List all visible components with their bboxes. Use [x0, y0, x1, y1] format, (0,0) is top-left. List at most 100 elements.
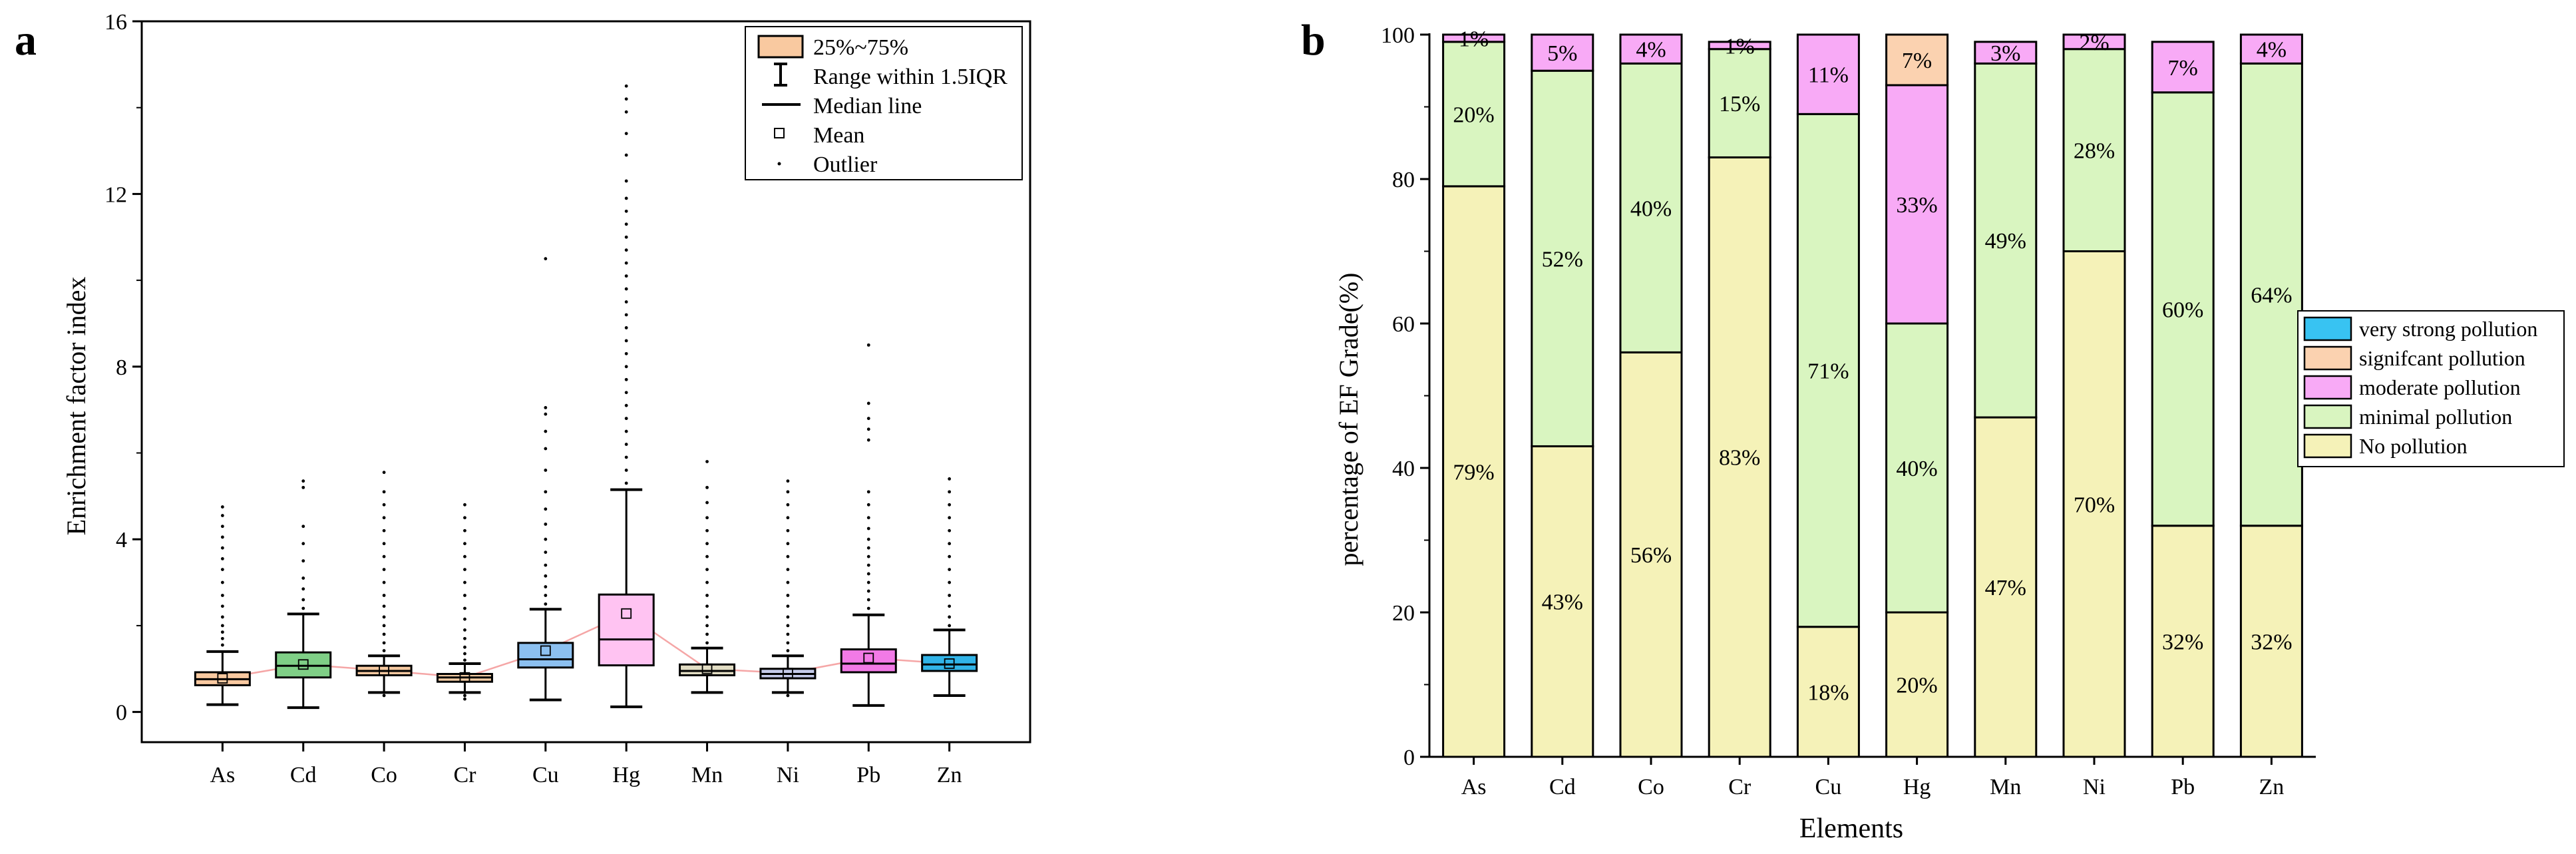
outlier-hg-26 [624, 110, 628, 114]
data-label-cu-no-pollution: 18% [1807, 680, 1849, 705]
y-axis-title-b: percentage of EF Grade(%) [1334, 273, 1364, 566]
outlier-co-3 [382, 632, 386, 636]
outlier-cu-4 [544, 563, 548, 567]
outlier-as-0 [220, 643, 224, 647]
x-tick-label-b-as: As [1461, 775, 1487, 799]
outlier-ni-1 [786, 649, 790, 652]
outlier-pb-3 [866, 580, 870, 584]
bar-segment-as-moderate-pollution [1442, 33, 1506, 43]
x-axis-a: As Cd Co Cr Cu Hg Mn Ni Pb Zn [210, 742, 962, 787]
outlier-hg-3 [624, 443, 628, 446]
outlier-hg-24 [624, 153, 628, 157]
x-tick-label-a-mn: Mn [691, 763, 723, 787]
outlier-pb-12 [866, 490, 870, 494]
legend-outlier-label: Outlier [813, 152, 878, 177]
outlier-as-1 [220, 636, 224, 640]
legend-swatch-very-strong-pollution [2303, 316, 2352, 341]
data-label-zn-no-pollution: 32% [2251, 630, 2292, 654]
bar-segment-zn-minimal-pollution [2239, 62, 2303, 527]
outlier-zn-5 [948, 568, 952, 571]
outlier-mn-6 [705, 580, 709, 584]
outlier-hg-2 [624, 455, 628, 459]
outlier-cd-7 [301, 485, 305, 489]
x-tick-label-a-cr: Cr [453, 763, 476, 787]
outlier-ni-0 [786, 694, 790, 698]
data-label-as-minimal-pollution: 20% [1453, 103, 1494, 127]
outlier-co-8 [382, 580, 386, 584]
outlier-hg-12 [624, 326, 628, 329]
outlier-as-6 [220, 594, 224, 597]
outlier-as-4 [220, 615, 224, 619]
x-tick-label-a-cd: Cd [290, 763, 317, 787]
box-as [194, 505, 251, 706]
data-label-hg-signifcant-pollution: 7% [1902, 49, 1932, 73]
outlier-zn-6 [948, 554, 952, 558]
x-tick-label-a-as: As [210, 763, 235, 787]
outlier-ni-10 [786, 554, 790, 558]
outlier-cr-16 [463, 503, 466, 507]
legend-label-no-pollution: No pollution [2359, 434, 2468, 458]
y-tick-label-b-20: 20 [1392, 601, 1415, 626]
outlier-ni-7 [786, 594, 790, 597]
y-tick-label-a-4: 4 [116, 528, 127, 552]
data-label-hg-minimal-pollution: 40% [1896, 457, 1937, 481]
outlier-pb-7 [866, 546, 870, 550]
legend-mean-symbol [774, 128, 785, 138]
outlier-zn-11 [948, 490, 952, 494]
mean-marker-cr [459, 672, 470, 683]
y-tick-label-a-16: 16 [104, 10, 127, 35]
outlier-as-13 [220, 514, 224, 517]
outlier-hg-4 [624, 429, 628, 433]
legend-mean-label: Mean [813, 123, 864, 148]
outlier-mn-1 [705, 632, 709, 636]
panel-b-stacked-bar: b 79% 20% 1% 43% 52% 5% 56% 40% 4% 83% 15% 1% 18% 71%… [1301, 16, 2565, 844]
mean-marker-co [379, 665, 389, 676]
outlier-zn-0 [948, 624, 952, 628]
legend-whisker-label: Range within 1.5IQR [813, 65, 1008, 89]
outlier-cu-13 [544, 412, 548, 416]
mean-marker-zn [944, 658, 955, 669]
iqr-box-hg [598, 593, 655, 667]
outlier-cr-4 [463, 645, 466, 649]
x-tick-label-a-cu: Cu [532, 763, 559, 787]
legend-box-swatch [757, 35, 804, 59]
x-tick-label-b-zn: Zn [2259, 775, 2285, 799]
bar-segment-hg-moderate-pollution [1885, 84, 1949, 325]
outlier-hg-22 [624, 196, 628, 200]
outlier-pb-11 [866, 503, 870, 507]
outlier-hg-9 [624, 365, 628, 369]
outlier-zn-8 [948, 529, 952, 533]
y-tick-label-b-40: 40 [1392, 457, 1415, 481]
data-label-pb-no-pollution: 32% [2162, 630, 2203, 654]
bar-segment-cd-no-pollution [1531, 445, 1594, 758]
bar-segment-cd-moderate-pollution [1531, 33, 1594, 72]
outlier-hg-23 [624, 179, 628, 183]
x-tick-label-b-cd: Cd [1549, 775, 1576, 799]
outlier-ni-12 [786, 529, 790, 533]
bar-segment-mn-moderate-pollution [1974, 41, 2038, 65]
legend-outlier-symbol [777, 162, 781, 166]
bar-segment-hg-minimal-pollution [1885, 322, 1949, 614]
mean-connect-line [222, 612, 950, 680]
outlier-cr-14 [463, 529, 466, 533]
bar-segment-pb-minimal-pollution [2151, 91, 2215, 527]
outlier-mn-0 [705, 641, 709, 645]
data-label-cd-no-pollution: 43% [1542, 590, 1583, 615]
x-tick-label-b-hg: Hg [1903, 775, 1931, 799]
legend-whisker-symbol [774, 63, 787, 87]
outlier-cu-15 [544, 257, 548, 261]
stacked-bar-cu: 18% 71% 11% [1796, 33, 1860, 758]
outlier-pb-1 [866, 598, 870, 602]
legend-box-label: 25%~75% [813, 35, 908, 60]
stacked-bar-cd: 43% 52% 5% [1531, 33, 1594, 758]
outlier-co-10 [382, 554, 386, 558]
outlier-co-6 [382, 604, 386, 608]
mean-marker-as [217, 673, 228, 684]
outlier-as-8 [220, 568, 224, 571]
y-tick-label-a-12: 12 [104, 182, 127, 207]
outlier-co-15 [382, 490, 386, 494]
outlier-cr-3 [463, 652, 466, 656]
box-zn [921, 477, 978, 697]
bar-segment-mn-no-pollution [1974, 416, 2038, 758]
outlier-hg-25 [624, 132, 628, 136]
